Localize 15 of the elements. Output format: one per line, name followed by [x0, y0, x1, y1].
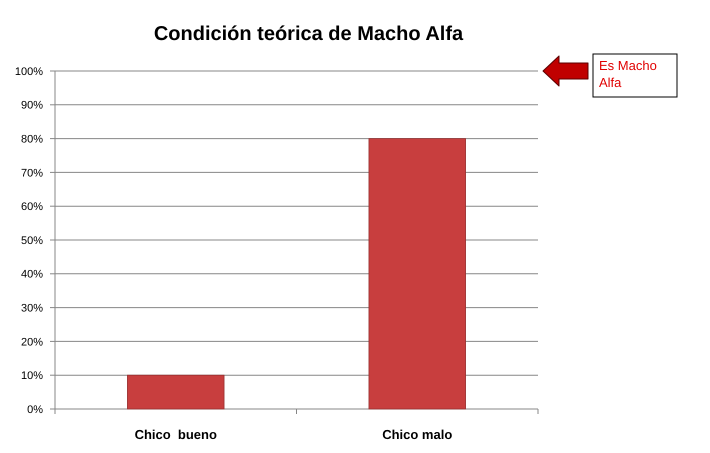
x-tick-label: Chico bueno — [134, 427, 217, 442]
x-tick-label: Chico malo — [382, 427, 452, 442]
y-tick-label: 50% — [20, 234, 44, 247]
y-tick-label: 70% — [20, 167, 44, 180]
y-tick-label: 10% — [20, 370, 44, 382]
y-tick-label: 40% — [20, 268, 44, 281]
y-tick-label: 20% — [20, 336, 44, 348]
y-tick-label: 60% — [20, 201, 44, 214]
chart-title: Condición teórica de Macho Alfa — [154, 23, 464, 45]
y-tick-label: 30% — [20, 302, 44, 314]
text: Es Macho Alfa — [599, 57, 658, 91]
y-tick-label: 80% — [20, 133, 44, 146]
y-tick-label: 100% — [14, 66, 44, 78]
y-tick-label: 90% — [20, 100, 44, 112]
y-tick-label: 0% — [27, 404, 44, 416]
